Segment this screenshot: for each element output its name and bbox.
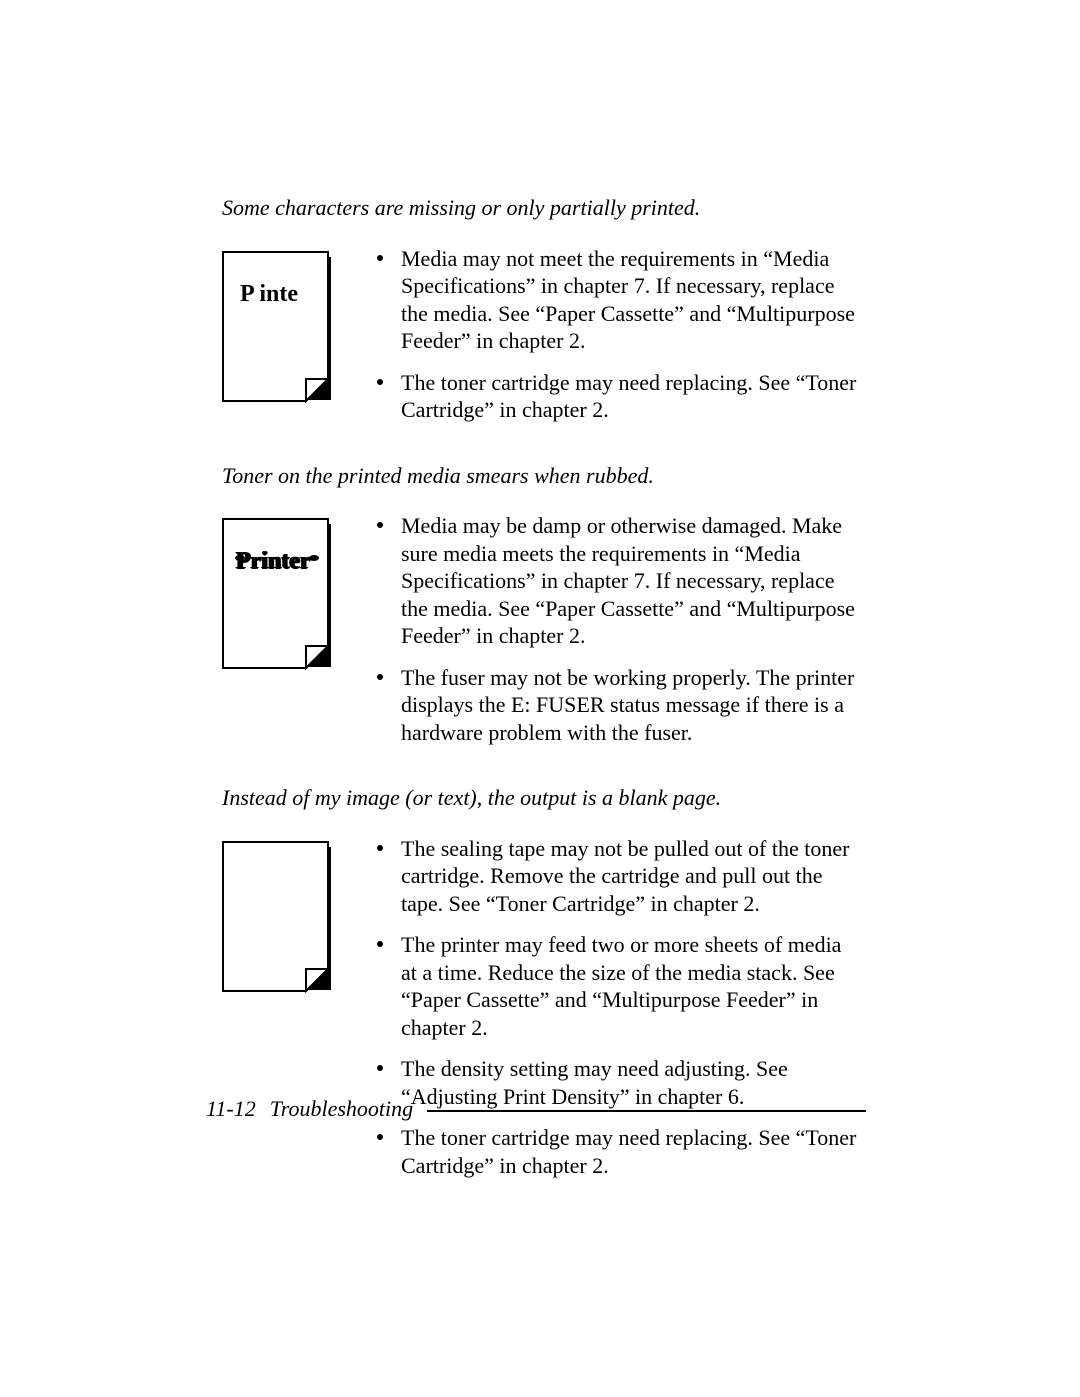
list-item: The toner cartridge may need replacing. …	[367, 369, 862, 424]
bullet-list: The sealing tape may not be pulled out o…	[367, 835, 862, 1194]
bullet-icon	[377, 1065, 383, 1071]
page-icon	[222, 841, 337, 996]
page-icon: P inte	[222, 251, 337, 406]
section-missing-characters: Some characters are missing or only part…	[222, 194, 862, 438]
section-heading: Instead of my image (or text), the outpu…	[222, 784, 862, 813]
bullet-icon	[377, 845, 383, 851]
footer-rule	[427, 1110, 866, 1112]
list-item: The fuser may not be working properly. T…	[367, 664, 862, 747]
section-toner-smears: Toner on the printed media smears when r…	[222, 462, 862, 761]
page-footer: 11-12 Troubleshooting	[206, 1096, 866, 1122]
section-heading: Some characters are missing or only part…	[222, 194, 862, 223]
bullet-icon	[377, 379, 383, 385]
section-row: Printer Printer Printer Media may be dam…	[222, 512, 862, 760]
bullet-icon	[377, 674, 383, 680]
footer-page-ref: 11-12	[206, 1096, 256, 1122]
bullet-icon	[377, 1134, 383, 1140]
section-blank-page: Instead of my image (or text), the outpu…	[222, 784, 862, 1193]
bullet-list: Media may be damp or otherwise damaged. …	[367, 512, 862, 760]
svg-text:Printer: Printer	[236, 549, 311, 575]
section-row: P inte Media may not meet the requiremen…	[222, 245, 862, 438]
list-item-text: The toner cartridge may need replacing. …	[401, 1124, 862, 1179]
bullet-icon	[377, 941, 383, 947]
list-item-text: The sealing tape may not be pulled out o…	[401, 835, 862, 918]
bullet-icon	[377, 255, 383, 261]
list-item: The toner cartridge may need replacing. …	[367, 1124, 862, 1179]
list-item: Media may not meet the requirements in “…	[367, 245, 862, 355]
list-item-text: The printer may feed two or more sheets …	[401, 931, 862, 1041]
bullet-icon	[377, 522, 383, 528]
list-item: The printer may feed two or more sheets …	[367, 931, 862, 1041]
thumb-missing-characters: P inte	[222, 251, 337, 411]
svg-text:P inte: P inte	[240, 281, 298, 307]
list-item-text: The fuser may not be working properly. T…	[401, 664, 862, 747]
list-item-text: Media may not meet the requirements in “…	[401, 245, 862, 355]
thumb-toner-smears: Printer Printer Printer	[222, 518, 337, 678]
list-item: Media may be damp or otherwise damaged. …	[367, 512, 862, 650]
list-item-text: Media may be damp or otherwise damaged. …	[401, 512, 862, 650]
thumb-blank-page	[222, 841, 337, 1001]
section-heading: Toner on the printed media smears when r…	[222, 462, 862, 491]
bullet-list: Media may not meet the requirements in “…	[367, 245, 862, 438]
page-content: Some characters are missing or only part…	[222, 194, 862, 1217]
footer-title: Troubleshooting	[270, 1096, 413, 1122]
page-icon: Printer Printer Printer	[222, 518, 337, 673]
list-item-text: The toner cartridge may need replacing. …	[401, 369, 862, 424]
section-row: The sealing tape may not be pulled out o…	[222, 835, 862, 1194]
list-item: The sealing tape may not be pulled out o…	[367, 835, 862, 918]
